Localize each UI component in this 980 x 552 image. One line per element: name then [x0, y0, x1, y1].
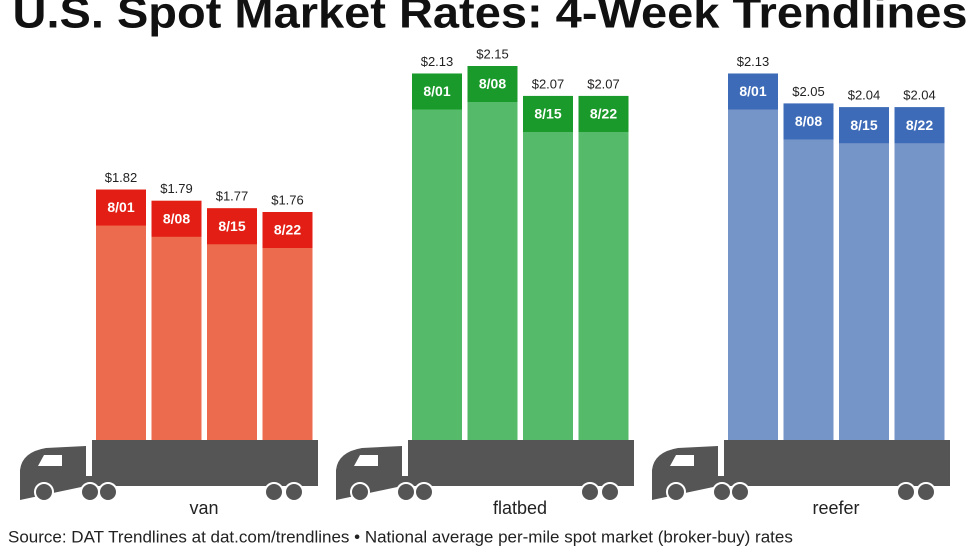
- value-label: $2.07: [587, 76, 620, 91]
- bar: [783, 103, 834, 440]
- series-name: flatbed: [493, 498, 547, 518]
- wheel: [580, 482, 600, 502]
- bar: [523, 95, 573, 440]
- date-label: 8/15: [850, 117, 877, 133]
- chassis: [26, 476, 318, 486]
- value-label: $2.04: [903, 88, 936, 103]
- source-note: Source: DAT Trendlines at dat.com/trendl…: [8, 527, 793, 546]
- chart-title: U.S. Spot Market Rates: 4-Week Trendline…: [13, 0, 968, 38]
- wheel: [896, 482, 916, 502]
- value-label: $1.76: [271, 192, 304, 207]
- date-label: 8/08: [163, 210, 190, 226]
- date-label-box: [783, 103, 834, 140]
- wheel: [666, 482, 686, 502]
- wheel: [284, 482, 304, 502]
- date-label-box: [262, 212, 313, 248]
- date-label: 8/15: [218, 218, 245, 234]
- date-label: 8/08: [479, 76, 506, 92]
- date-label-box: [839, 107, 889, 144]
- value-label: $1.82: [105, 170, 138, 185]
- wheel: [264, 482, 284, 502]
- cab-window: [670, 455, 694, 466]
- cab-window: [38, 455, 62, 466]
- value-label: $2.05: [792, 84, 825, 99]
- wheel: [712, 482, 732, 502]
- value-label: $1.77: [216, 189, 249, 204]
- date-label: 8/22: [590, 106, 617, 122]
- bar: [728, 73, 778, 440]
- wheel: [414, 482, 434, 502]
- wheel: [600, 482, 620, 502]
- chassis: [658, 476, 950, 486]
- bar: [578, 95, 629, 440]
- wheel: [730, 482, 750, 502]
- date-label-box: [578, 95, 629, 132]
- series-name: van: [189, 498, 218, 518]
- bar: [96, 189, 146, 440]
- date-label: 8/01: [107, 199, 134, 215]
- bar: [894, 107, 945, 440]
- value-label: $2.07: [532, 76, 565, 91]
- value-label: $1.79: [160, 181, 193, 196]
- date-label: 8/01: [739, 83, 766, 99]
- date-label: 8/15: [534, 106, 561, 122]
- bar: [412, 73, 462, 440]
- wheel: [80, 482, 100, 502]
- date-label-box: [728, 73, 778, 110]
- date-label: 8/22: [274, 222, 301, 238]
- date-label: 8/08: [795, 113, 822, 129]
- value-label: $2.13: [737, 54, 770, 69]
- date-label-box: [96, 189, 146, 226]
- value-label: $2.13: [421, 54, 454, 69]
- date-label-box: [412, 73, 462, 110]
- bar: [151, 200, 202, 440]
- date-label-box: [467, 66, 518, 102]
- date-label: 8/01: [423, 83, 450, 99]
- wheel: [396, 482, 416, 502]
- wheel: [350, 482, 370, 502]
- wheel: [34, 482, 54, 502]
- bar: [467, 66, 518, 440]
- date-label-box: [207, 208, 257, 245]
- date-label-box: [523, 95, 573, 132]
- series-name: reefer: [812, 498, 859, 518]
- value-label: $2.04: [848, 88, 881, 103]
- wheel: [916, 482, 936, 502]
- cab-window: [354, 455, 378, 466]
- value-label: $2.15: [476, 46, 509, 61]
- chassis: [342, 476, 634, 486]
- date-label-box: [894, 107, 945, 144]
- bar: [839, 107, 889, 440]
- bar: [207, 208, 257, 440]
- bar: [262, 212, 313, 440]
- trailer: [724, 440, 950, 478]
- wheel: [98, 482, 118, 502]
- date-label-box: [151, 200, 202, 237]
- trailer: [92, 440, 318, 478]
- date-label: 8/22: [906, 117, 933, 133]
- trailer: [408, 440, 634, 478]
